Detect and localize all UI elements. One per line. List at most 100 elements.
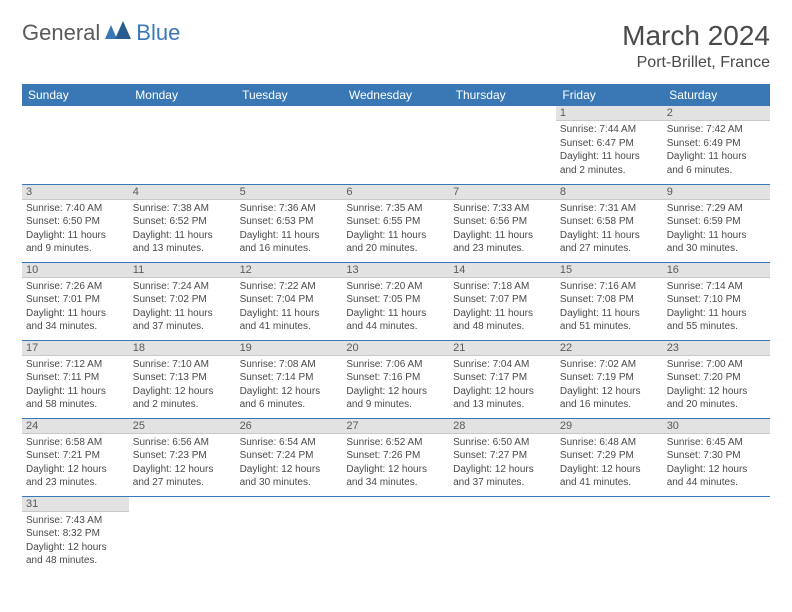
day-info: Sunrise: 7:26 AMSunset: 7:01 PMDaylight:… <box>22 278 129 334</box>
calendar-cell: 22Sunrise: 7:02 AMSunset: 7:19 PMDayligh… <box>556 340 663 418</box>
day-info: Sunrise: 7:40 AMSunset: 6:50 PMDaylight:… <box>22 200 129 256</box>
month-title: March 2024 <box>622 20 770 52</box>
calendar-cell: 28Sunrise: 6:50 AMSunset: 7:27 PMDayligh… <box>449 418 556 496</box>
day-info: Sunrise: 6:56 AMSunset: 7:23 PMDaylight:… <box>129 434 236 490</box>
day-info: Sunrise: 7:04 AMSunset: 7:17 PMDaylight:… <box>449 356 556 412</box>
day-info: Sunrise: 7:38 AMSunset: 6:52 PMDaylight:… <box>129 200 236 256</box>
header: General Blue March 2024 Port-Brillet, Fr… <box>22 20 770 72</box>
day-number: 6 <box>342 185 449 200</box>
day-info: Sunrise: 7:44 AMSunset: 6:47 PMDaylight:… <box>556 121 663 177</box>
day-info: Sunrise: 7:33 AMSunset: 6:56 PMDaylight:… <box>449 200 556 256</box>
day-number: 4 <box>129 185 236 200</box>
day-info: Sunrise: 6:50 AMSunset: 7:27 PMDaylight:… <box>449 434 556 490</box>
day-number: 12 <box>236 263 343 278</box>
day-info: Sunrise: 7:14 AMSunset: 7:10 PMDaylight:… <box>663 278 770 334</box>
calendar-cell: 26Sunrise: 6:54 AMSunset: 7:24 PMDayligh… <box>236 418 343 496</box>
logo-text-blue: Blue <box>136 20 180 46</box>
day-info: Sunrise: 7:29 AMSunset: 6:59 PMDaylight:… <box>663 200 770 256</box>
calendar-cell: 1Sunrise: 7:44 AMSunset: 6:47 PMDaylight… <box>556 106 663 184</box>
day-number: 24 <box>22 419 129 434</box>
day-number: 23 <box>663 341 770 356</box>
day-info: Sunrise: 7:00 AMSunset: 7:20 PMDaylight:… <box>663 356 770 412</box>
day-number: 21 <box>449 341 556 356</box>
calendar-cell-empty <box>236 496 343 574</box>
calendar-cell: 18Sunrise: 7:10 AMSunset: 7:13 PMDayligh… <box>129 340 236 418</box>
weekday-header: Monday <box>129 84 236 106</box>
calendar-cell: 13Sunrise: 7:20 AMSunset: 7:05 PMDayligh… <box>342 262 449 340</box>
day-number: 5 <box>236 185 343 200</box>
calendar-cell: 30Sunrise: 6:45 AMSunset: 7:30 PMDayligh… <box>663 418 770 496</box>
day-number: 26 <box>236 419 343 434</box>
day-number: 25 <box>129 419 236 434</box>
day-info: Sunrise: 7:43 AMSunset: 8:32 PMDaylight:… <box>22 512 129 568</box>
calendar-cell: 4Sunrise: 7:38 AMSunset: 6:52 PMDaylight… <box>129 184 236 262</box>
day-info: Sunrise: 7:22 AMSunset: 7:04 PMDaylight:… <box>236 278 343 334</box>
logo: General Blue <box>22 20 180 46</box>
calendar-cell-empty <box>342 496 449 574</box>
calendar-row: 3Sunrise: 7:40 AMSunset: 6:50 PMDaylight… <box>22 184 770 262</box>
day-number: 13 <box>342 263 449 278</box>
calendar-table: SundayMondayTuesdayWednesdayThursdayFrid… <box>22 84 770 574</box>
weekday-header: Wednesday <box>342 84 449 106</box>
calendar-cell: 7Sunrise: 7:33 AMSunset: 6:56 PMDaylight… <box>449 184 556 262</box>
day-info: Sunrise: 7:06 AMSunset: 7:16 PMDaylight:… <box>342 356 449 412</box>
day-info: Sunrise: 6:54 AMSunset: 7:24 PMDaylight:… <box>236 434 343 490</box>
day-number: 2 <box>663 106 770 121</box>
day-number: 18 <box>129 341 236 356</box>
calendar-cell-empty <box>449 496 556 574</box>
calendar-row: 31Sunrise: 7:43 AMSunset: 8:32 PMDayligh… <box>22 496 770 574</box>
day-info: Sunrise: 6:48 AMSunset: 7:29 PMDaylight:… <box>556 434 663 490</box>
calendar-cell-empty <box>663 496 770 574</box>
weekday-header: Tuesday <box>236 84 343 106</box>
day-info: Sunrise: 7:12 AMSunset: 7:11 PMDaylight:… <box>22 356 129 412</box>
day-info: Sunrise: 7:36 AMSunset: 6:53 PMDaylight:… <box>236 200 343 256</box>
calendar-row: 24Sunrise: 6:58 AMSunset: 7:21 PMDayligh… <box>22 418 770 496</box>
calendar-cell: 17Sunrise: 7:12 AMSunset: 7:11 PMDayligh… <box>22 340 129 418</box>
day-number: 9 <box>663 185 770 200</box>
calendar-cell: 15Sunrise: 7:16 AMSunset: 7:08 PMDayligh… <box>556 262 663 340</box>
calendar-cell: 16Sunrise: 7:14 AMSunset: 7:10 PMDayligh… <box>663 262 770 340</box>
calendar-cell: 5Sunrise: 7:36 AMSunset: 6:53 PMDaylight… <box>236 184 343 262</box>
day-number: 3 <box>22 185 129 200</box>
calendar-cell: 23Sunrise: 7:00 AMSunset: 7:20 PMDayligh… <box>663 340 770 418</box>
day-info: Sunrise: 7:20 AMSunset: 7:05 PMDaylight:… <box>342 278 449 334</box>
day-number: 27 <box>342 419 449 434</box>
day-info: Sunrise: 7:08 AMSunset: 7:14 PMDaylight:… <box>236 356 343 412</box>
day-number: 16 <box>663 263 770 278</box>
weekday-row: SundayMondayTuesdayWednesdayThursdayFrid… <box>22 84 770 106</box>
day-number: 1 <box>556 106 663 121</box>
day-number: 11 <box>129 263 236 278</box>
weekday-header: Saturday <box>663 84 770 106</box>
day-number: 29 <box>556 419 663 434</box>
day-info: Sunrise: 7:10 AMSunset: 7:13 PMDaylight:… <box>129 356 236 412</box>
calendar-row: 10Sunrise: 7:26 AMSunset: 7:01 PMDayligh… <box>22 262 770 340</box>
calendar-cell: 19Sunrise: 7:08 AMSunset: 7:14 PMDayligh… <box>236 340 343 418</box>
calendar-cell: 12Sunrise: 7:22 AMSunset: 7:04 PMDayligh… <box>236 262 343 340</box>
day-number: 22 <box>556 341 663 356</box>
calendar-cell: 9Sunrise: 7:29 AMSunset: 6:59 PMDaylight… <box>663 184 770 262</box>
calendar-cell-empty <box>449 106 556 184</box>
calendar-head: SundayMondayTuesdayWednesdayThursdayFrid… <box>22 84 770 106</box>
day-info: Sunrise: 7:42 AMSunset: 6:49 PMDaylight:… <box>663 121 770 177</box>
location: Port-Brillet, France <box>622 54 770 72</box>
calendar-cell: 11Sunrise: 7:24 AMSunset: 7:02 PMDayligh… <box>129 262 236 340</box>
weekday-header: Friday <box>556 84 663 106</box>
calendar-cell-empty <box>129 106 236 184</box>
calendar-body: 1Sunrise: 7:44 AMSunset: 6:47 PMDaylight… <box>22 106 770 574</box>
calendar-cell: 29Sunrise: 6:48 AMSunset: 7:29 PMDayligh… <box>556 418 663 496</box>
calendar-cell: 24Sunrise: 6:58 AMSunset: 7:21 PMDayligh… <box>22 418 129 496</box>
calendar-cell-empty <box>22 106 129 184</box>
logo-text-general: General <box>22 20 100 46</box>
day-number: 17 <box>22 341 129 356</box>
day-info: Sunrise: 6:45 AMSunset: 7:30 PMDaylight:… <box>663 434 770 490</box>
day-info: Sunrise: 7:16 AMSunset: 7:08 PMDaylight:… <box>556 278 663 334</box>
day-number: 20 <box>342 341 449 356</box>
title-block: March 2024 Port-Brillet, France <box>622 20 770 72</box>
calendar-cell-empty <box>556 496 663 574</box>
day-number: 15 <box>556 263 663 278</box>
calendar-cell: 21Sunrise: 7:04 AMSunset: 7:17 PMDayligh… <box>449 340 556 418</box>
day-info: Sunrise: 7:31 AMSunset: 6:58 PMDaylight:… <box>556 200 663 256</box>
weekday-header: Sunday <box>22 84 129 106</box>
calendar-row: 17Sunrise: 7:12 AMSunset: 7:11 PMDayligh… <box>22 340 770 418</box>
calendar-cell-empty <box>236 106 343 184</box>
